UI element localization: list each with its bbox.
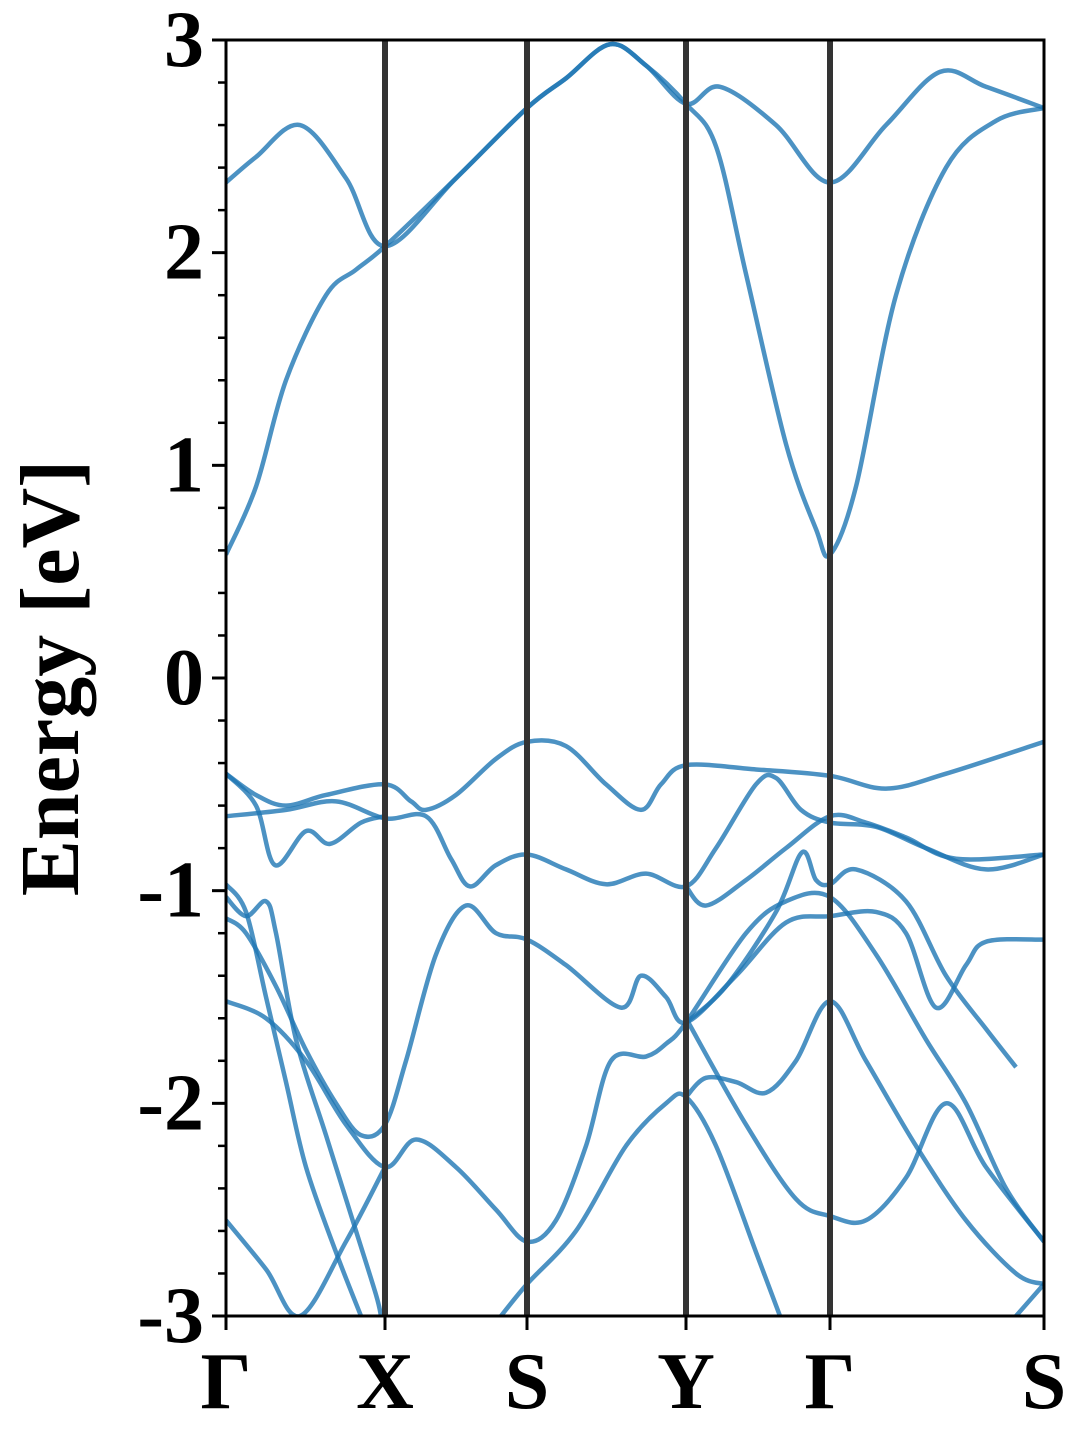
band-line (226, 772, 386, 868)
band-line (684, 812, 1044, 908)
band-line (226, 772, 1044, 890)
y-axis-label: Energy [eV] (4, 460, 97, 896)
x-tick-label: Γ (201, 1338, 252, 1426)
y-tick-label: 3 (164, 0, 204, 84)
x-tick-label: X (356, 1338, 414, 1426)
band-line (684, 998, 1044, 1287)
y-tick-label: -3 (137, 1272, 204, 1360)
x-tick-label: Γ (805, 1338, 856, 1426)
band-line (226, 41, 1044, 559)
band-line (226, 738, 1044, 813)
band-line (226, 895, 384, 1316)
x-tick-label: S (505, 1338, 550, 1426)
band-line (684, 1017, 1044, 1243)
y-tick-label: -2 (137, 1059, 204, 1147)
y-tick-label: 0 (164, 634, 204, 722)
plot-frame (224, 38, 1046, 1318)
plot-area (226, 41, 1044, 1316)
y-tick-label: 2 (164, 209, 204, 297)
y-tick-label: -1 (137, 847, 204, 935)
x-tick-label: S (1022, 1338, 1067, 1426)
band-line (1014, 1282, 1044, 1316)
band-line (499, 1091, 783, 1316)
band-line (226, 890, 1044, 1245)
band-line (226, 903, 1044, 1140)
x-tick-label: Y (657, 1338, 715, 1426)
y-tick-label: 1 (164, 421, 204, 509)
